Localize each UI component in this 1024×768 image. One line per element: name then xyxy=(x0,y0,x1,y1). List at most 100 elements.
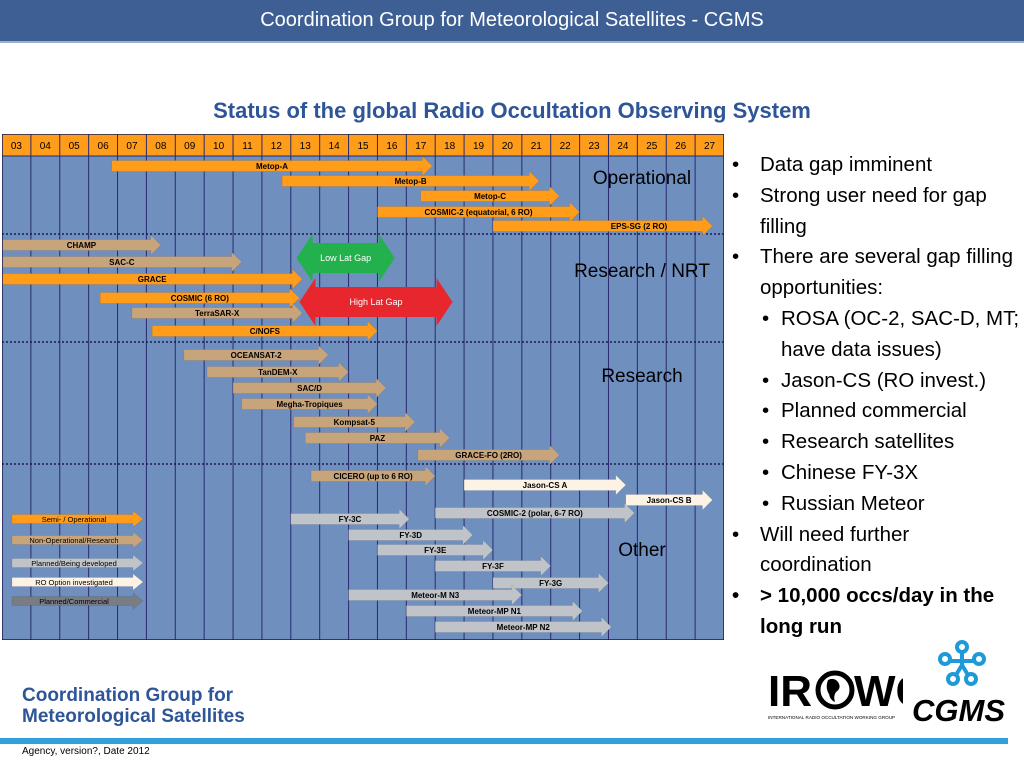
bar-label: Meteor-MP N1 xyxy=(468,607,522,616)
bar-label: Meteor-M N3 xyxy=(411,591,460,600)
bullet-dot: • xyxy=(762,430,770,454)
timeline-bar xyxy=(2,268,303,290)
year-tick-label: 23 xyxy=(588,141,600,152)
bar-label: FY-3D xyxy=(399,531,422,540)
bar-label: Metop-C xyxy=(474,192,506,201)
timeline-bar xyxy=(281,170,540,192)
legend-label: Non-Operational/Research xyxy=(29,536,118,545)
bullet-item: • Planned commercial xyxy=(732,396,1022,427)
bar-label: Metop-A xyxy=(256,162,288,171)
year-tick-label: 21 xyxy=(531,141,543,152)
bullet-item: • Russian Meteor xyxy=(732,489,1022,520)
group-label: Operational xyxy=(593,168,691,189)
year-tick-label: 15 xyxy=(357,141,369,152)
bar-label: CICERO (up to 6 RO) xyxy=(334,472,413,481)
bullet-text: ROSA (OC-2, SAC-D, MT; have data issues) xyxy=(781,306,1020,361)
irowg-wg: WG xyxy=(854,667,903,716)
bullet-item: • Strong user need for gap filling xyxy=(732,181,1022,243)
timeline-bar xyxy=(406,600,583,622)
footer-rule xyxy=(0,738,1008,744)
irowg-subtitle: INTERNATIONAL RADIO OCCULTATION WORKING … xyxy=(768,715,895,720)
year-tick-label: 27 xyxy=(704,141,716,152)
year-tick-label: 14 xyxy=(329,141,341,152)
bullet-dot: • xyxy=(732,584,740,608)
bar-label: COSMIC-2 (equatorial, 6 RO) xyxy=(425,208,533,217)
timeline-bar xyxy=(293,411,416,433)
gap-marker-label: Low Lat Gap xyxy=(320,253,371,263)
bullet-text: Research satellites xyxy=(781,430,955,454)
year-tick-label: 26 xyxy=(675,141,687,152)
bullet-dot: • xyxy=(732,183,740,207)
timeline-bar xyxy=(99,287,300,309)
bar-label: FY-3E xyxy=(424,546,447,555)
timeline-bar xyxy=(434,502,635,524)
year-tick-label: 07 xyxy=(126,141,138,152)
legend-label: Planned/Commercial xyxy=(39,597,109,606)
bar-label: TanDEM-X xyxy=(258,368,298,377)
bar-label: EPS-SG (2 RO) xyxy=(611,222,668,231)
gap-marker-arrow xyxy=(296,234,395,282)
bar-label: TerraSAR-X xyxy=(195,309,240,318)
legend-swatch xyxy=(11,531,144,549)
bar-label: Jason-CS B xyxy=(647,496,692,505)
bullet-item: • > 10,000 occs/day in the long run xyxy=(732,581,1022,643)
timeline-bar xyxy=(463,474,627,496)
bullet-text: Will need further coordination xyxy=(760,522,910,577)
legend-swatch xyxy=(11,573,144,591)
bullet-text: There are several gap filling opportunit… xyxy=(760,245,1013,300)
year-tick-label: 09 xyxy=(184,141,196,152)
legend-label: Planned/Being developed xyxy=(31,559,117,568)
irowg-ir: IR xyxy=(768,667,812,716)
header-title: Coordination Group for Meteorological Sa… xyxy=(260,9,764,31)
legend-swatch xyxy=(11,554,144,572)
bullet-dot: • xyxy=(732,153,740,176)
bullet-dot: • xyxy=(762,399,770,423)
year-tick-label: 06 xyxy=(98,141,110,152)
legend-label: RO Option investigated xyxy=(35,578,113,587)
year-tick-label: 22 xyxy=(560,141,572,152)
timeline-bar xyxy=(151,320,378,342)
year-tick-label: 11 xyxy=(242,141,253,152)
bar-label: COSMIC (6 RO) xyxy=(171,294,230,303)
legend-swatch xyxy=(11,592,144,610)
timeline-bar xyxy=(348,584,523,606)
bullet-text: Chinese FY-3X xyxy=(781,460,919,484)
timeline-bar xyxy=(377,201,580,223)
timeline-bar xyxy=(290,508,410,530)
timeline-bar xyxy=(348,524,474,546)
year-tick-label: 05 xyxy=(69,141,81,152)
bullet-item: • Chinese FY-3X xyxy=(732,458,1022,489)
cgms-wordmark: Coordination Group for Meteorological Sa… xyxy=(22,685,245,727)
bar-label: Megha-Tropiques xyxy=(276,400,343,409)
timeline-bar xyxy=(131,302,303,324)
bullet-item: • Data gap imminent xyxy=(732,150,1022,181)
bullet-item: • ROSA (OC-2, SAC-D, MT; have data issues… xyxy=(732,304,1022,366)
year-tick-label: 18 xyxy=(444,141,456,152)
timeline-bar xyxy=(310,465,436,487)
group-label: Research xyxy=(601,366,682,387)
bar-label: FY-3G xyxy=(539,579,562,588)
bar-label: Jason-CS A xyxy=(523,481,568,490)
bullet-item: • Research satellites xyxy=(732,427,1022,458)
gap-marker-label: High Lat Gap xyxy=(349,297,402,307)
bullet-item: • Will need further coordination xyxy=(732,520,1022,582)
bullet-item: • There are several gap filling opportuni… xyxy=(732,242,1022,304)
year-tick-label: 16 xyxy=(386,141,398,152)
timeline-bar xyxy=(304,427,450,449)
irowg-logo: IR WG INTERNATIONAL RADIO OCCULTATION WO… xyxy=(768,667,903,720)
globe-icon xyxy=(815,670,855,710)
year-tick-label: 24 xyxy=(617,141,629,152)
year-tick-label: 08 xyxy=(155,141,167,152)
bar-label: SAC/D xyxy=(297,384,322,393)
bar-label: Metop-B xyxy=(395,177,427,186)
bar-label: SAC-C xyxy=(109,258,135,267)
timeline-bar xyxy=(434,616,612,638)
cgms-logo: CGMS xyxy=(912,640,1005,728)
legend-swatch xyxy=(11,510,144,528)
group-label: Research / NRT xyxy=(574,261,710,282)
timeline-bar xyxy=(417,444,560,466)
timeline-bar xyxy=(492,215,713,237)
timeline-bar xyxy=(625,489,713,511)
bar-label: C/NOFS xyxy=(250,327,281,336)
legend-label: Semi- / Operational xyxy=(42,515,107,524)
